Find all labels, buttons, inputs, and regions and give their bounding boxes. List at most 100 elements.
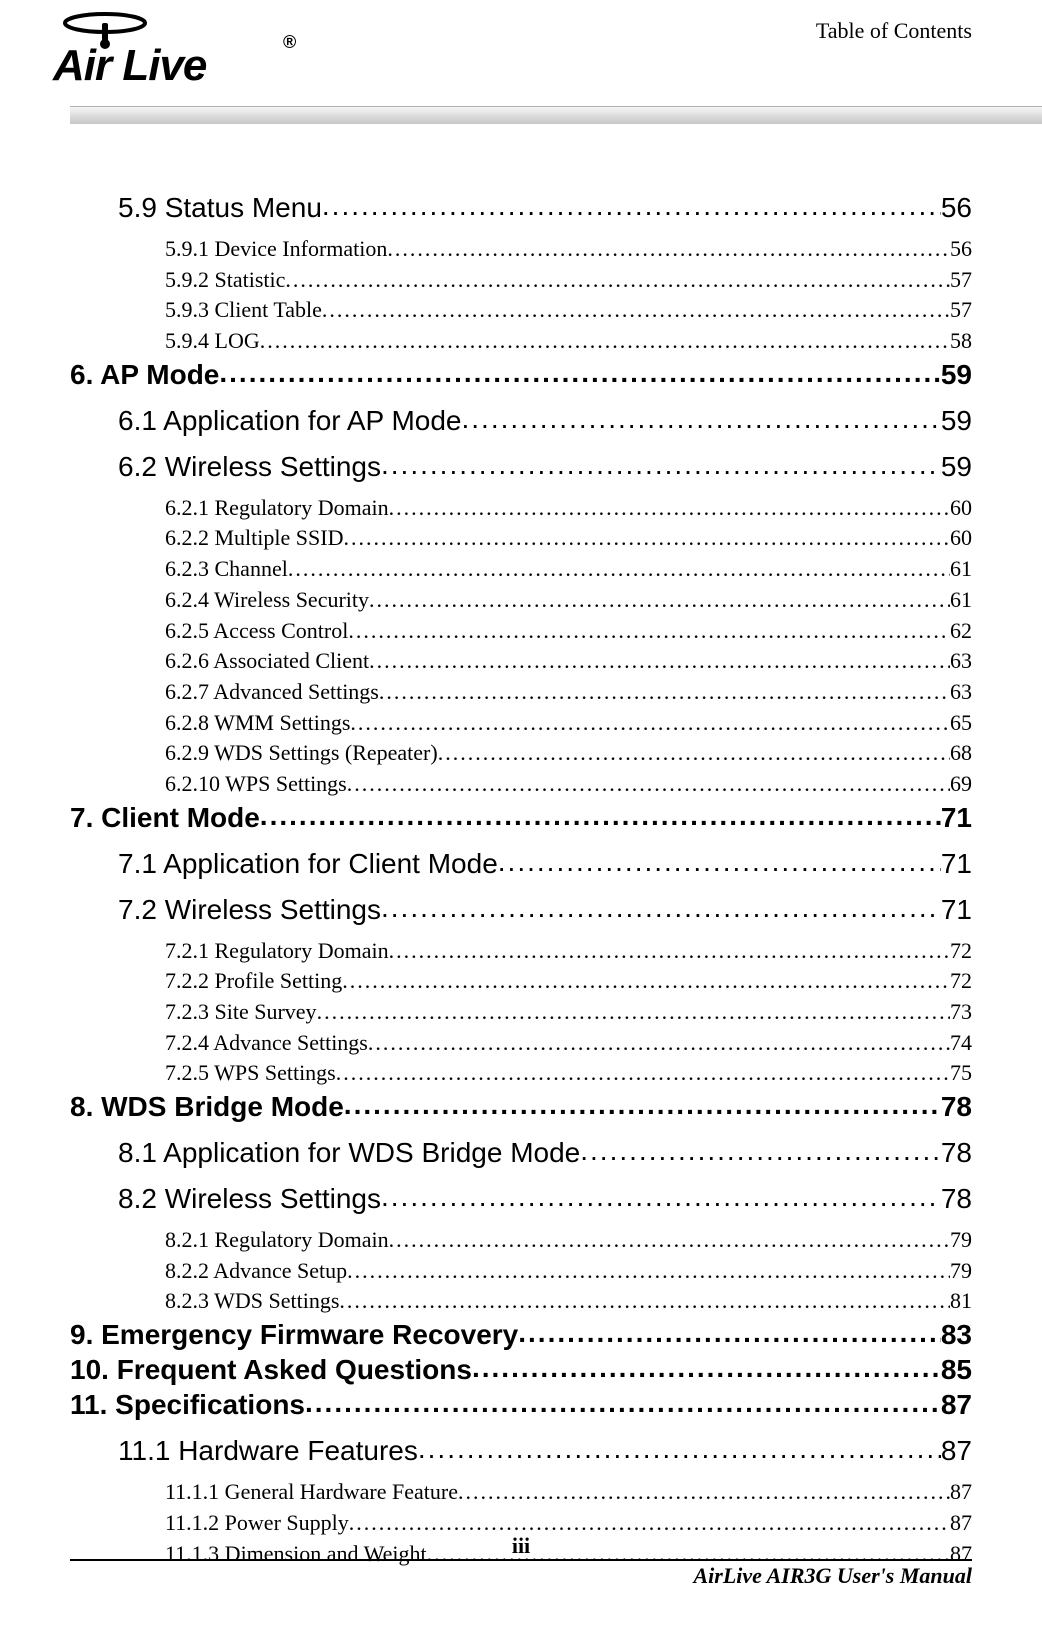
toc-entry: 11.1 Hardware Features..................… (118, 1435, 972, 1467)
toc-page-number: 63 (950, 646, 972, 676)
toc-page-number: 87 (950, 1477, 972, 1507)
toc-entry: 8.2.1 Regulatory Domain.................… (165, 1225, 972, 1255)
toc-page-number: 79 (950, 1225, 972, 1255)
toc-entry: 6.2.2 Multiple SSID.....................… (165, 523, 972, 553)
toc-entry: 6.2.3 Channel...........................… (165, 554, 972, 584)
toc-entry: 6.2.4 Wireless Security.................… (165, 585, 972, 615)
toc-page-number: 71 (941, 894, 972, 926)
toc-entry: 8.2.3 WDS Settings......................… (165, 1286, 972, 1316)
toc-page-number: 78 (941, 1091, 972, 1123)
toc-page-number: 57 (950, 265, 972, 295)
toc-entry: 6.2 Wireless Settings...................… (118, 451, 972, 483)
toc-leader-dots: ........................................… (285, 265, 950, 295)
header-divider (70, 106, 1042, 124)
toc-title: 6.2.4 Wireless Security (165, 585, 369, 615)
toc-page-number: 56 (950, 234, 972, 264)
toc-entry: 10. Frequent Asked Questions............… (70, 1354, 972, 1386)
toc-title: 6.2.10 WPS Settings (165, 769, 347, 799)
toc-page-number: 68 (950, 738, 972, 768)
toc-leader-dots: ........................................… (389, 1225, 950, 1255)
toc-leader-dots: ........................................… (580, 1137, 941, 1167)
toc-entry: 8.1 Application for WDS Bridge Mode.....… (118, 1137, 972, 1169)
toc-page-number: 58 (950, 326, 972, 356)
toc-page-number: 87 (941, 1435, 972, 1467)
toc-title: 6.2.1 Regulatory Domain (165, 493, 389, 523)
toc-page-number: 60 (950, 523, 972, 553)
toc-title: 6.2.8 WMM Settings (165, 708, 350, 738)
toc-entry: 6.2.9 WDS Settings (Repeater)...........… (165, 738, 972, 768)
toc-leader-dots: ........................................… (343, 523, 950, 553)
toc-leader-dots: ........................................… (462, 405, 941, 435)
svg-text:Air Live: Air Live (52, 41, 207, 90)
toc-entry: 6.2.10 WPS Settings.....................… (165, 769, 972, 799)
toc-entry: 9. Emergency Firmware Recovery..........… (70, 1319, 972, 1351)
toc-leader-dots: ........................................… (342, 966, 950, 996)
toc-entry: 6.2.8 WMM Settings......................… (165, 708, 972, 738)
toc-entry: 8. WDS Bridge Mode......................… (70, 1091, 972, 1123)
toc-leader-dots: ........................................… (389, 493, 950, 523)
toc-leader-dots: ........................................… (336, 1058, 950, 1088)
toc-title: 11.1 Hardware Features (118, 1435, 418, 1467)
toc-entry: 7.1 Application for Client Mode.........… (118, 848, 972, 880)
toc-page-number: 59 (941, 451, 972, 483)
toc-leader-dots: ........................................… (381, 1183, 941, 1213)
header-title: Table of Contents (816, 18, 972, 44)
toc-title: 7. Client Mode (70, 802, 260, 834)
toc-title: 7.2.5 WPS Settings (165, 1058, 336, 1088)
toc-leader-dots: ........................................… (458, 1477, 950, 1507)
toc-title: 9. Emergency Firmware Recovery (70, 1319, 518, 1351)
toc-leader-dots: ........................................… (288, 554, 950, 584)
toc-entry: 11. Specifications......................… (70, 1389, 972, 1421)
toc-leader-dots: ........................................… (418, 1435, 941, 1465)
toc-title: 5.9.4 LOG (165, 326, 260, 356)
toc-page-number: 63 (950, 677, 972, 707)
toc-title: 8.2 Wireless Settings (118, 1183, 381, 1215)
toc-page-number: 73 (950, 997, 972, 1027)
footer-manual-title: AirLive AIR3G User's Manual (70, 1563, 972, 1589)
toc-page-number: 61 (950, 585, 972, 615)
toc-leader-dots: ........................................… (344, 1091, 941, 1121)
toc-leader-dots: ........................................… (518, 1319, 941, 1349)
toc-page-number: 78 (941, 1183, 972, 1215)
toc-entry: 5.9.1 Device Information................… (165, 234, 972, 264)
toc-entry: 11.1.1 General Hardware Feature.........… (165, 1477, 972, 1507)
toc-entry: 5.9 Status Menu.........................… (118, 192, 972, 224)
toc-title: 7.1 Application for Client Mode (118, 848, 498, 880)
toc-page-number: 57 (950, 295, 972, 325)
toc-leader-dots: ........................................… (369, 646, 950, 676)
toc-page-number: 71 (941, 848, 972, 880)
toc-entry: 7.2 Wireless Settings...................… (118, 894, 972, 926)
toc-entry: 6.2.6 Associated Client.................… (165, 646, 972, 676)
toc-leader-dots: ........................................… (389, 936, 950, 966)
toc-entry: 5.9.3 Client Table......................… (165, 295, 972, 325)
toc-leader-dots: ........................................… (219, 359, 940, 389)
toc-page-number: 65 (950, 708, 972, 738)
toc-entry: 7.2.5 WPS Settings......................… (165, 1058, 972, 1088)
toc-entry: 8.2 Wireless Settings...................… (118, 1183, 972, 1215)
toc-page-number: 69 (950, 769, 972, 799)
toc-leader-dots: ........................................… (260, 802, 941, 832)
toc-entry: 7.2.4 Advance Settings..................… (165, 1028, 972, 1058)
toc-title: 6.2.3 Channel (165, 554, 288, 584)
toc-leader-dots: ........................................… (350, 708, 950, 738)
toc-leader-dots: ........................................… (339, 1286, 950, 1316)
toc-leader-dots: ........................................… (438, 738, 950, 768)
toc-title: 6.2.9 WDS Settings (Repeater) (165, 738, 438, 768)
toc-title: 8. WDS Bridge Mode (70, 1091, 344, 1123)
toc-entry: 5.9.4 LOG...............................… (165, 326, 972, 356)
toc-entry: 6.2.7 Advanced Settings.................… (165, 677, 972, 707)
toc-entry: 6.2.5 Access Control....................… (165, 616, 972, 646)
toc-title: 10. Frequent Asked Questions (70, 1354, 472, 1386)
toc-leader-dots: ........................................… (347, 1256, 950, 1286)
toc-title: 6. AP Mode (70, 359, 219, 391)
toc-title: 6.2.7 Advanced Settings (165, 677, 379, 707)
toc-title: 7.2.4 Advance Settings (165, 1028, 368, 1058)
toc-page-number: 74 (950, 1028, 972, 1058)
toc-page-number: 72 (950, 936, 972, 966)
toc-title: 5.9.1 Device Information (165, 234, 387, 264)
toc-title: 8.2.3 WDS Settings (165, 1286, 339, 1316)
toc-leader-dots: ........................................… (348, 616, 950, 646)
toc-title: 11.1.1 General Hardware Feature (165, 1477, 458, 1507)
toc-entry: 7.2.3 Site Survey.......................… (165, 997, 972, 1027)
svg-text:®: ® (283, 32, 296, 52)
